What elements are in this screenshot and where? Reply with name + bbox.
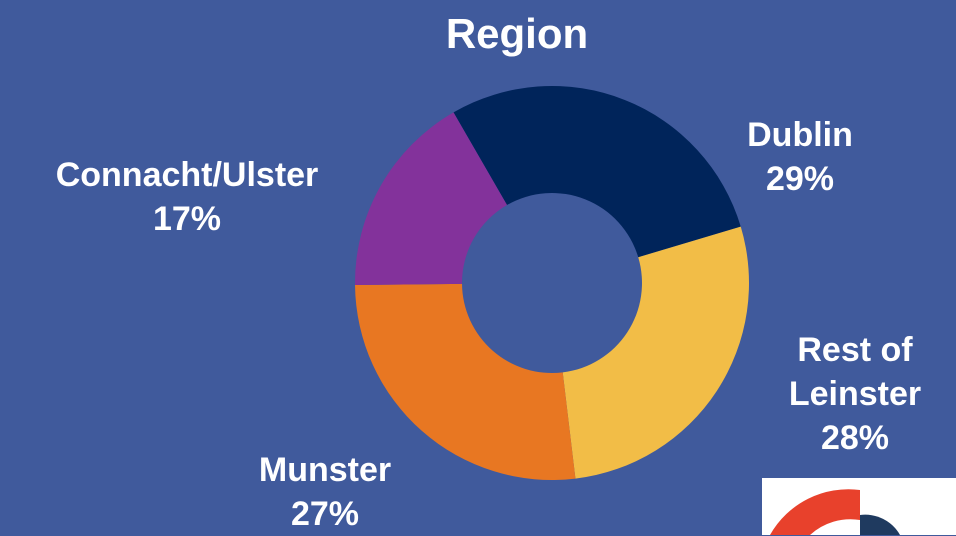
donut-slice — [562, 226, 750, 479]
slice-label: Connacht/Ulster 17% — [56, 153, 319, 241]
category-name: Munster — [258, 451, 392, 489]
slice-label: Munster 27% — [259, 448, 391, 536]
value-label: 29% — [765, 160, 835, 198]
slice-label: Rest of Leinster 28% — [765, 328, 945, 460]
value-label: 28% — [820, 419, 890, 457]
donut-slice — [453, 86, 741, 258]
value-label: 27% — [290, 495, 360, 533]
category-name: Connacht/Ulster — [55, 156, 319, 194]
slice-label: Dublin 29% — [747, 113, 853, 201]
chart-title: Region — [445, 10, 589, 57]
category-name: Rest of Leinster — [788, 331, 922, 413]
category-name: Dublin — [747, 116, 853, 154]
value-label: 17% — [152, 200, 222, 238]
logo — [762, 478, 956, 535]
donut-slice — [355, 112, 507, 286]
donut-slice — [355, 283, 576, 480]
